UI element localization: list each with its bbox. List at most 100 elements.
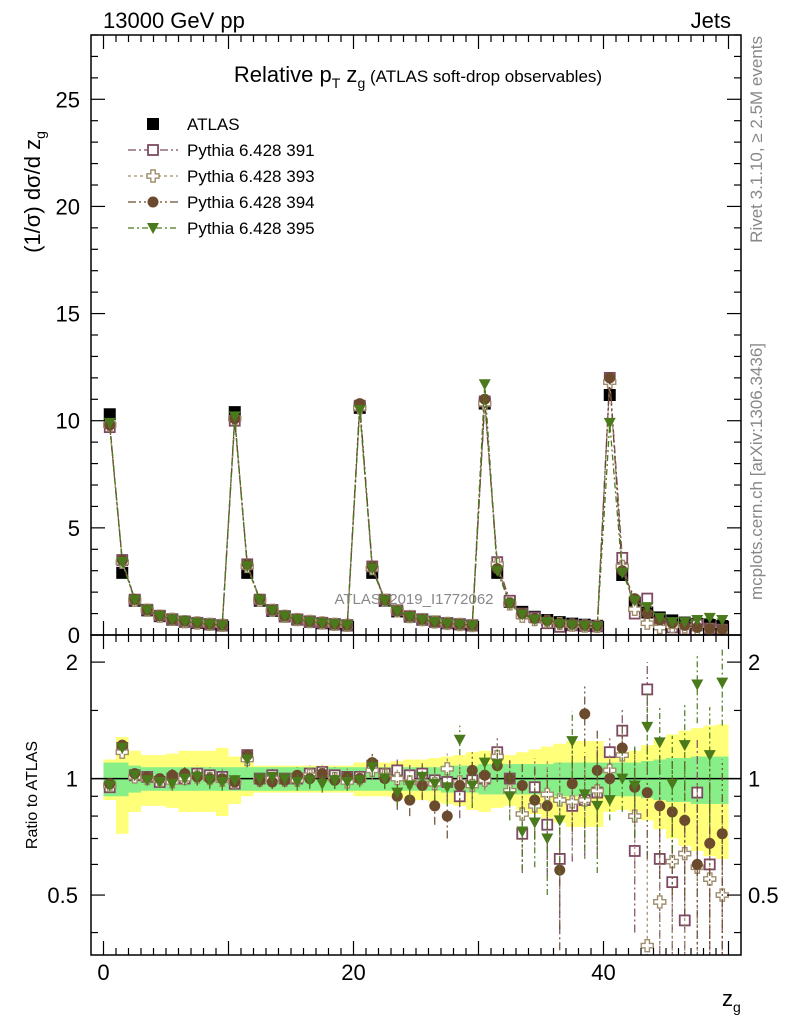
ratio-band-inner — [116, 762, 129, 797]
legend-marker — [147, 223, 159, 234]
y-tick-label: 20 — [56, 194, 80, 219]
ratio-series-layer — [103, 648, 729, 986]
ratio-data-point — [566, 778, 578, 790]
main-data-point — [228, 411, 241, 423]
ratio-data-point — [103, 780, 116, 792]
main-data-point — [153, 611, 166, 623]
y-axis-label: (1/σ) dσ/d zg — [20, 131, 48, 253]
ratio-data-point — [278, 773, 291, 785]
ratio-data-point — [453, 734, 466, 746]
ratio-data-point — [454, 779, 466, 791]
main-data-point — [491, 565, 504, 577]
main-data-point — [428, 617, 441, 629]
main-data-point — [691, 622, 703, 633]
main-data-point — [478, 379, 491, 391]
main-data-point — [341, 620, 354, 632]
main-data-point — [628, 602, 642, 616]
ratio-data-point — [153, 776, 166, 788]
y-tick-label: 10 — [56, 409, 80, 434]
main-data-point — [703, 612, 716, 624]
legend-marker — [147, 196, 159, 208]
main-data-point — [391, 606, 404, 618]
ratio-data-point — [216, 776, 229, 788]
ratio-data-point — [653, 895, 667, 909]
ratio-data-point — [540, 787, 554, 802]
main-data-point — [303, 616, 316, 628]
main-data-point — [616, 567, 629, 579]
mcplots-reference-label: mcplots.cern.ch [arXiv:1306.3436] — [747, 343, 766, 600]
ratio-data-point — [178, 773, 191, 785]
ratio-tick-label-right: 1 — [748, 767, 760, 792]
y-tick-label: 0 — [68, 623, 80, 648]
ratio-data-point — [241, 754, 254, 766]
ratio-data-point — [478, 757, 491, 769]
ratio-data-point — [628, 780, 641, 792]
main-data-point — [278, 611, 291, 623]
legend-marker — [147, 118, 159, 130]
main-data-point — [453, 619, 466, 631]
ratio-data-point — [228, 775, 241, 787]
ratio-data-point — [641, 721, 654, 733]
legend-entry: ATLAS — [187, 115, 240, 134]
main-data-point — [528, 614, 541, 626]
legend-entry: Pythia 6.428 395 — [187, 219, 315, 238]
ratio-data-point — [565, 795, 579, 809]
ratio-data-point — [366, 762, 379, 774]
ratio-data-point — [641, 683, 654, 696]
analysis-watermark: ATLAS_2019_I1772062 — [334, 591, 493, 608]
main-series-layer — [103, 371, 729, 635]
main-data-point — [203, 619, 216, 631]
ratio-data-point — [528, 817, 541, 829]
main-data-point — [691, 615, 704, 626]
main-data-point — [640, 616, 654, 630]
ratio-data-point — [666, 806, 678, 818]
main-data-point — [566, 620, 579, 632]
main-data-point — [503, 598, 516, 610]
rivet-version-label: Rivet 3.1.10, ≥ 2.5M events — [747, 36, 766, 243]
ratio-data-point — [666, 778, 679, 790]
ratio-axis-label: Ratio to ATLAS — [24, 741, 41, 849]
main-data-point — [516, 609, 529, 621]
ratio-data-point — [717, 976, 727, 986]
x-tick-label: 20 — [341, 960, 365, 985]
main-data-point — [604, 372, 616, 384]
ratio-data-point — [529, 794, 541, 806]
ratio-data-point — [166, 769, 178, 781]
ratio-data-point — [504, 773, 516, 785]
ratio-data-point — [341, 776, 354, 788]
ratio-data-point — [479, 769, 491, 781]
main-data-point — [479, 393, 491, 405]
ratio-data-point — [441, 810, 453, 822]
main-data-point — [666, 617, 679, 629]
ratio-data-point — [591, 800, 604, 812]
main-data-point — [103, 417, 116, 429]
ratio-data-point — [203, 775, 216, 787]
y-tick-label: 25 — [56, 87, 80, 112]
ratio-data-point — [603, 795, 616, 807]
ratio-data-point — [428, 778, 441, 790]
ratio-data-point — [503, 791, 516, 803]
ratio-data-point — [516, 826, 529, 838]
main-data-point — [603, 417, 616, 429]
ratio-data-point — [604, 773, 616, 785]
main-data-point — [328, 619, 341, 631]
y-tick-label: 15 — [56, 302, 80, 327]
main-data-point — [403, 612, 416, 623]
main-data-point — [578, 621, 591, 632]
main-data-point — [116, 557, 129, 569]
main-data-point — [366, 563, 379, 575]
main-data-point — [166, 614, 179, 626]
ratio-data-point — [466, 780, 479, 792]
ratio-tick-label-left: 1 — [66, 767, 78, 792]
header-process-label: Jets — [691, 8, 731, 33]
ratio-data-point — [716, 677, 729, 689]
main-data-point — [378, 595, 391, 607]
main-data-point — [178, 616, 191, 628]
ratio-tick-label-right: 0.5 — [748, 883, 779, 908]
ratio-data-point — [679, 814, 691, 826]
ratio-band-inner — [678, 758, 691, 802]
ratio-data-point — [166, 778, 179, 790]
main-data-point — [266, 605, 279, 617]
main-data-point — [191, 618, 204, 629]
